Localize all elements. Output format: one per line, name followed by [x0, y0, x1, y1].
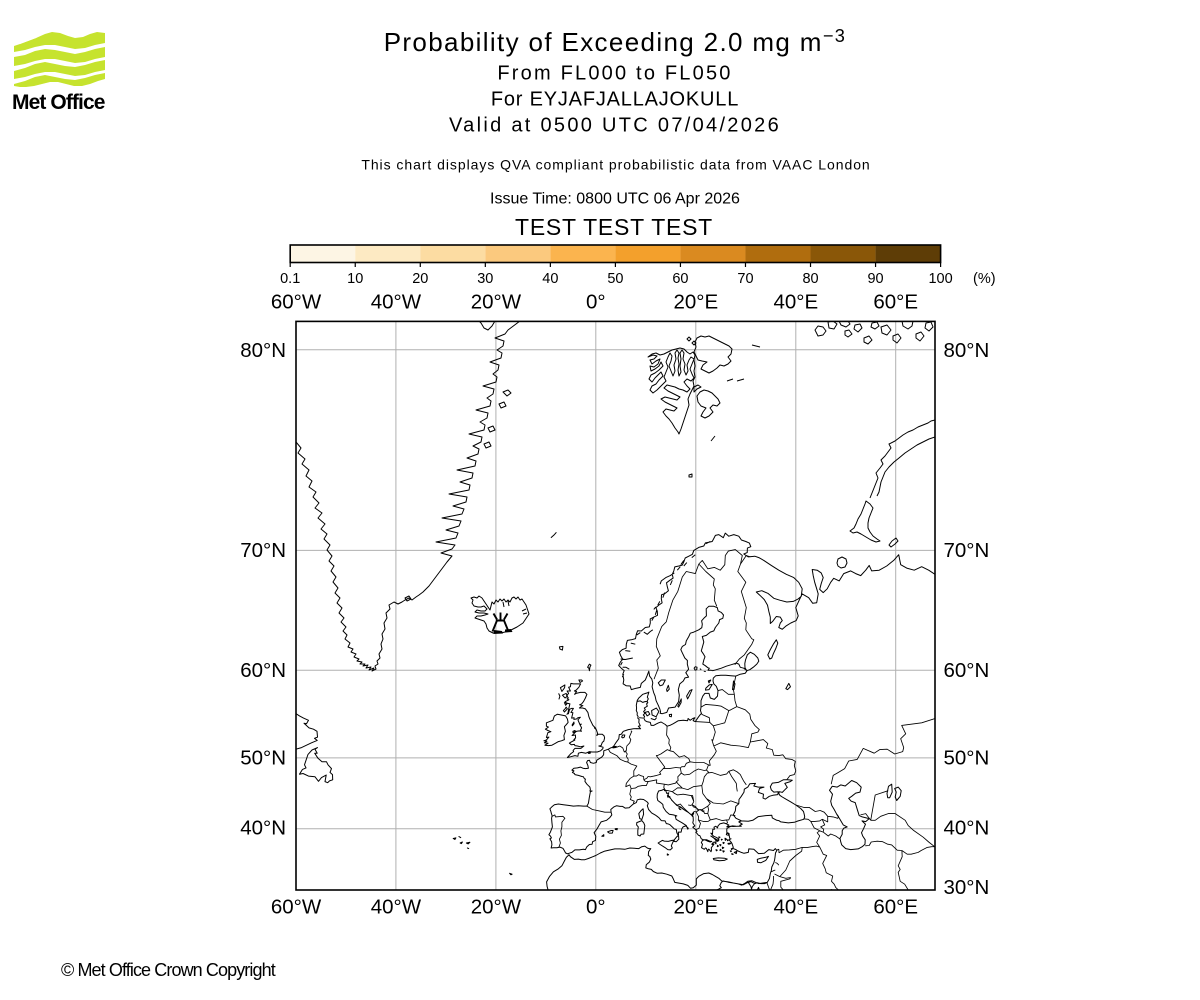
svg-text:30°N: 30°N — [944, 876, 990, 899]
svg-text:20: 20 — [412, 271, 428, 287]
svg-text:100: 100 — [928, 271, 952, 287]
svg-text:80°N: 80°N — [240, 339, 286, 362]
svg-text:80: 80 — [802, 271, 818, 287]
svg-text:40°N: 40°N — [240, 817, 286, 840]
svg-text:40°E: 40°E — [773, 290, 818, 313]
svg-text:© Met Office Crown Copyright: © Met Office Crown Copyright — [61, 960, 276, 980]
svg-text:60: 60 — [672, 271, 688, 287]
svg-text:Met Office: Met Office — [12, 91, 105, 114]
svg-text:70°N: 70°N — [240, 539, 286, 562]
svg-text:From FL000 to FL050: From FL000 to FL050 — [497, 63, 732, 85]
svg-text:Issue Time: 0800 UTC 06 Apr 20: Issue Time: 0800 UTC 06 Apr 2026 — [490, 191, 740, 208]
svg-text:Valid at 0500 UTC 07/04/2026: Valid at 0500 UTC 07/04/2026 — [449, 115, 781, 137]
svg-text:70°N: 70°N — [944, 539, 990, 562]
svg-text:50: 50 — [607, 271, 623, 287]
svg-text:0°: 0° — [586, 896, 606, 919]
svg-text:90: 90 — [867, 271, 883, 287]
svg-text:60°W: 60°W — [271, 290, 322, 313]
svg-text:40°E: 40°E — [773, 896, 818, 919]
svg-text:60°W: 60°W — [271, 896, 322, 919]
svg-text:60°N: 60°N — [944, 659, 990, 682]
svg-text:20°W: 20°W — [471, 290, 522, 313]
svg-text:40: 40 — [542, 271, 558, 287]
svg-text:20°W: 20°W — [471, 896, 522, 919]
svg-text:40°N: 40°N — [944, 817, 990, 840]
svg-text:60°E: 60°E — [873, 896, 918, 919]
svg-text:For EYJAFJALLAJOKULL: For EYJAFJALLAJOKULL — [491, 88, 739, 110]
svg-text:80°N: 80°N — [944, 339, 990, 362]
svg-text:(%): (%) — [973, 271, 996, 287]
svg-text:40°W: 40°W — [371, 290, 422, 313]
svg-text:20°E: 20°E — [673, 896, 718, 919]
svg-text:60°E: 60°E — [873, 290, 918, 313]
svg-text:0°: 0° — [586, 290, 606, 313]
svg-text:40°W: 40°W — [371, 896, 422, 919]
svg-text:50°N: 50°N — [240, 746, 286, 769]
svg-text:60°N: 60°N — [240, 659, 286, 682]
svg-text:0.1: 0.1 — [280, 271, 300, 287]
svg-text:20°E: 20°E — [673, 290, 718, 313]
svg-text:30: 30 — [477, 271, 493, 287]
svg-text:10: 10 — [347, 271, 363, 287]
svg-text:This chart displays QVA compli: This chart displays QVA compliant probab… — [361, 156, 870, 172]
svg-text:70: 70 — [737, 271, 753, 287]
svg-text:50°N: 50°N — [944, 746, 990, 769]
svg-text:TEST TEST TEST: TEST TEST TEST — [515, 214, 713, 240]
svg-text:Probability of Exceeding 2.0 m: Probability of Exceeding 2.0 mg m−3 — [384, 26, 847, 57]
